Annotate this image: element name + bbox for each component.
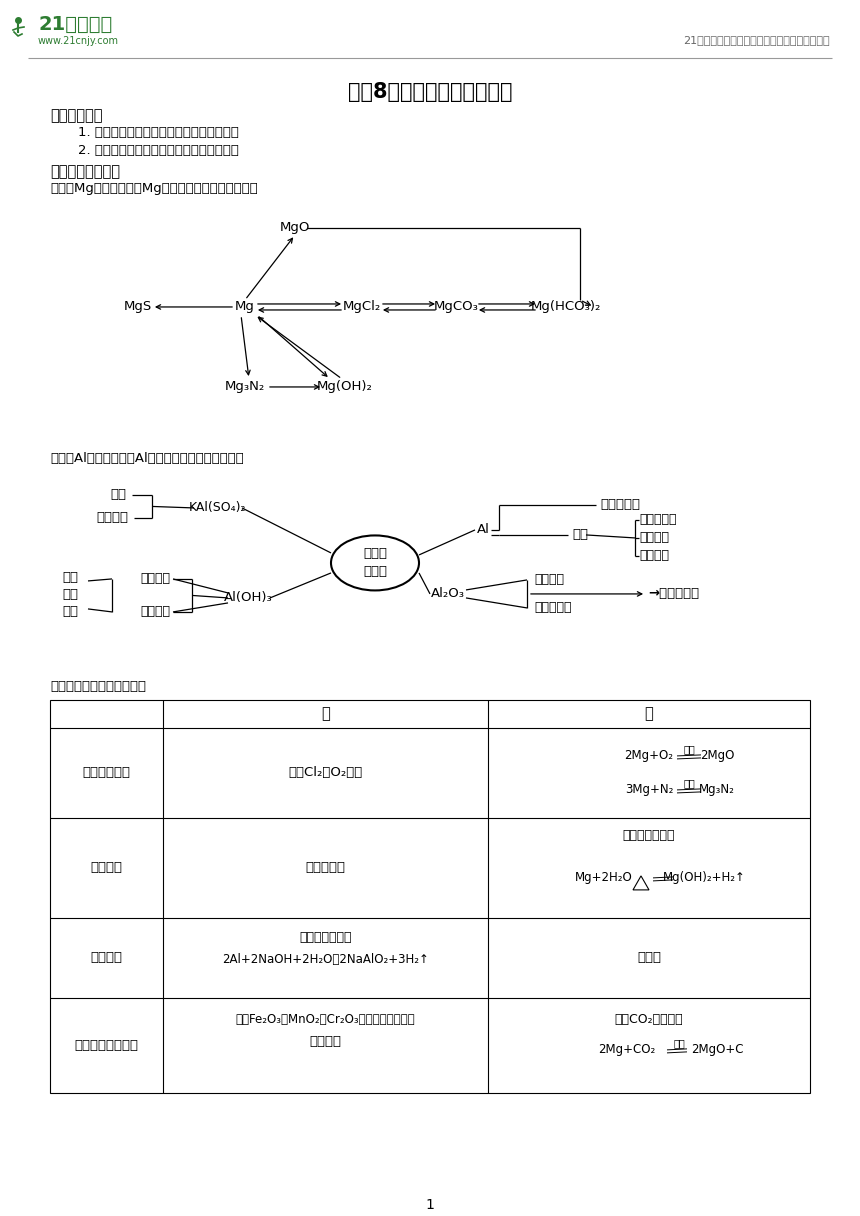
Text: 特性: 特性 [572,529,588,541]
Text: →两性氧化物: →两性氧化物 [648,587,699,601]
Text: Mg(OH)₂: Mg(OH)₂ [317,381,373,394]
Text: Mg₃N₂: Mg₃N₂ [699,783,735,796]
Text: 一、以Mg为中心的有关Mg及其重要化合物的知识导图: 一、以Mg为中心的有关Mg及其重要化合物的知识导图 [50,182,258,195]
Text: 与非金属反应: 与非金属反应 [83,766,131,779]
Text: 2Mg+O₂: 2Mg+O₂ [624,749,673,762]
Text: 1. 了解镁及其重要化合物的主要性质和应用: 1. 了解镁及其重要化合物的主要性质和应用 [78,126,239,139]
Text: MgCO₃: MgCO₃ [433,300,478,314]
Text: 能溶于强碱溶液: 能溶于强碱溶液 [299,931,352,945]
Text: 与酸反应: 与酸反应 [534,574,564,586]
Text: 镁: 镁 [645,706,654,721]
Text: Al₂O₃: Al₂O₃ [431,587,465,601]
Text: 金属的通性: 金属的通性 [600,499,640,512]
Text: 能在CO₂中燃烧：: 能在CO₂中燃烧： [615,1013,684,1026]
Text: 1: 1 [426,1198,434,1212]
Text: 反应很困难: 反应很困难 [305,861,346,874]
Text: Mg: Mg [235,300,255,314]
Text: 三、对比记忆镁的化学性质: 三、对比记忆镁的化学性质 [50,680,146,693]
Text: 点燃: 点燃 [683,744,695,754]
Text: Mg₃N₂: Mg₃N₂ [224,381,265,394]
Text: 2Mg+CO₂: 2Mg+CO₂ [599,1043,655,1057]
Text: 与水反应: 与水反应 [90,861,122,874]
Ellipse shape [331,535,419,591]
Text: 2MgO: 2MgO [700,749,734,762]
Text: 铝的钝化: 铝的钝化 [639,550,669,563]
Text: Mg(OH)₂+H₂↑: Mg(OH)₂+H₂↑ [662,872,746,884]
Text: Mg(HCO₃)₂: Mg(HCO₃)₂ [531,300,601,314]
Text: 考点8镁、铝及其重要化合物: 考点8镁、铝及其重要化合物 [347,81,513,102]
Text: Al: Al [476,523,489,536]
Text: 铝热反应: 铝热反应 [639,531,669,545]
Text: 2Al+2NaOH+2H₂O＝2NaAlO₂+3H₂↑: 2Al+2NaOH+2H₂O＝2NaAlO₂+3H₂↑ [222,953,429,967]
Text: 与某些氧化物反应: 与某些氧化物反应 [75,1038,138,1052]
Text: KAl(SO₄)₂: KAl(SO₄)₂ [189,501,247,514]
Text: 2. 了解铝及其重要化合物的主要性质和应用: 2. 了解铝及其重要化合物的主要性质和应用 [78,143,239,157]
Text: Mg+2H₂O: Mg+2H₂O [575,872,633,884]
Text: 【考纲要求】: 【考纲要求】 [50,108,102,123]
Text: 能与沸水反应：: 能与沸水反应： [623,829,675,843]
Text: 点燃: 点燃 [673,1038,685,1048]
Text: 21世纪教育: 21世纪教育 [38,15,113,34]
Text: 复盐: 复盐 [110,489,126,501]
Text: 与碱反应: 与碱反应 [140,606,170,619]
Text: 2MgO+C: 2MgO+C [691,1043,743,1057]
Text: 铝热反应: 铝热反应 [310,1035,341,1048]
Text: 二、以Al为中心的有关Al及其重要化合物的知识导图: 二、以Al为中心的有关Al及其重要化合物的知识导图 [50,452,243,465]
Text: MgS: MgS [124,300,152,314]
Text: 与强碱反应: 与强碱反应 [639,513,677,527]
Text: 与强碱反应: 与强碱反应 [534,602,572,614]
Text: 不反应: 不反应 [637,951,661,964]
Text: Al(OH)₃: Al(OH)₃ [224,591,273,604]
Text: 净水原理: 净水原理 [96,512,128,524]
Text: 点燃: 点燃 [683,778,695,788]
Text: 能与Fe₂O₃、MnO₂、Cr₂O₃等金属氧化物发生: 能与Fe₂O₃、MnO₂、Cr₂O₃等金属氧化物发生 [236,1013,415,1026]
Text: 与酸反应: 与酸反应 [140,573,170,585]
Text: MgCl₂: MgCl₂ [343,300,381,314]
Text: www.21cnjy.com: www.21cnjy.com [38,36,119,46]
Text: 能被Cl₂、O₂氧化: 能被Cl₂、O₂氧化 [288,766,363,779]
Text: 21世纪教育网－中小学教育资源及组卷应用平台: 21世纪教育网－中小学教育资源及组卷应用平台 [684,35,830,45]
Text: MgO: MgO [280,221,310,235]
Bar [50,700,810,1093]
Text: 两性
氢氧
化物: 两性 氢氧 化物 [62,572,78,619]
Text: 【知识要点精讲】: 【知识要点精讲】 [50,164,120,179]
Text: 铝: 铝 [321,706,330,721]
Text: 铝及其
化合物: 铝及其 化合物 [363,547,387,579]
Text: 3Mg+N₂: 3Mg+N₂ [625,783,673,796]
Text: 与碱反应: 与碱反应 [90,951,122,964]
